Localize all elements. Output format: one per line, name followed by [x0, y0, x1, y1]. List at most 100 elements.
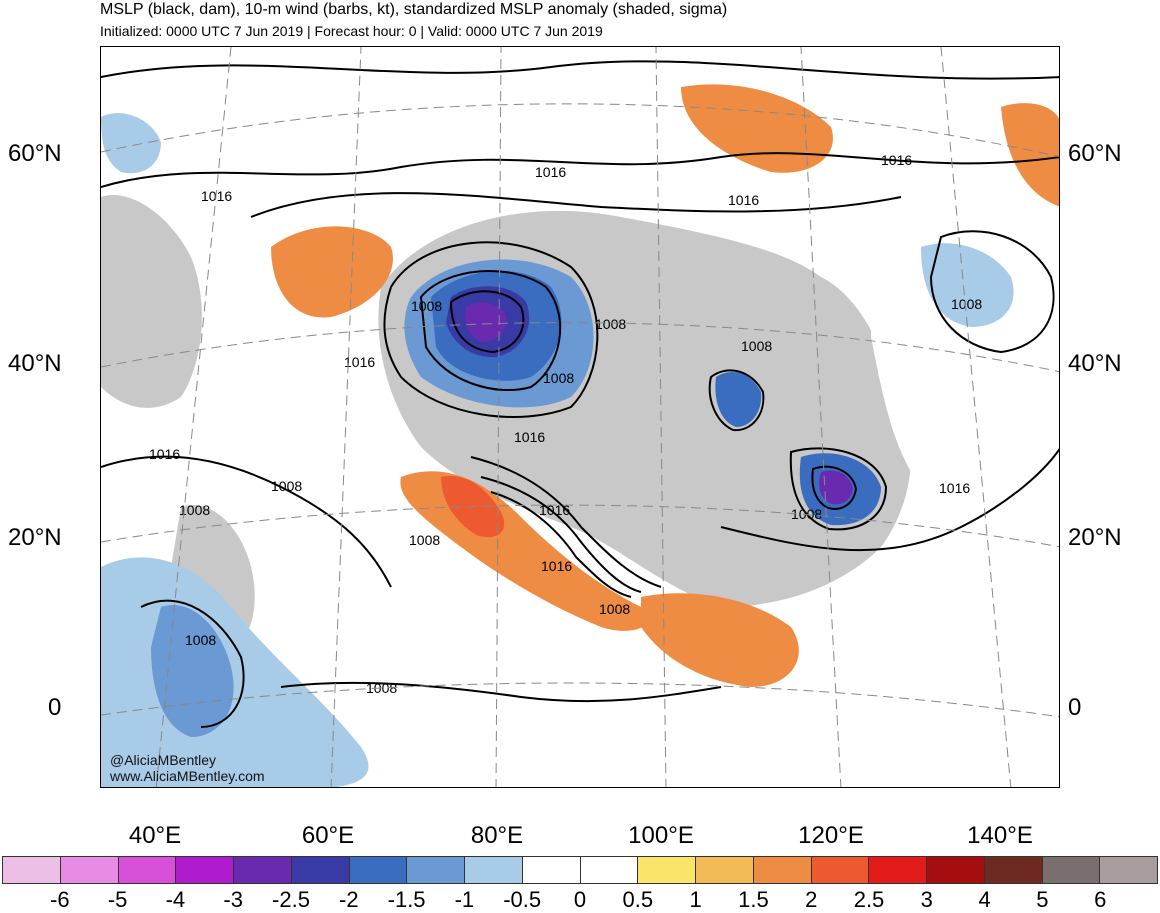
isobar-value-label: 1008 — [791, 506, 822, 522]
colorbar-tick-label: 2.5 — [853, 887, 885, 912]
lat-label-40n-left: 40°N — [8, 350, 62, 377]
isobar-value-label: 1008 — [185, 632, 216, 648]
colorbar-tick-label: -2.5 — [272, 887, 310, 912]
isobar-line — [480, 476, 642, 593]
colorbar-tick-label: -1 — [454, 887, 475, 912]
lat-label-60n-right: 60°N — [1068, 140, 1122, 167]
colorbar-swatch — [407, 857, 465, 883]
isobar-value-label: 1016 — [344, 354, 375, 370]
colorbar-tick-label: -1.5 — [387, 887, 426, 912]
lon-label-120e: 120°E — [798, 822, 864, 849]
isobar-line — [250, 192, 902, 218]
colorbar-tick-label: -2 — [339, 887, 359, 912]
lon-label-80e: 80°E — [470, 822, 524, 849]
watermark-handle: @AliciaMBentley — [110, 752, 217, 768]
isobar-line — [140, 599, 245, 728]
colorbar-swatch — [1100, 857, 1157, 883]
isobar-line — [101, 60, 1059, 80]
isobar-value-label: 1016 — [149, 446, 180, 462]
colorbar-swatch — [234, 857, 292, 883]
colorbar-tick-label: -5 — [107, 887, 128, 912]
isobar-value-label: 1008 — [409, 532, 440, 548]
lon-label-140e: 140°E — [967, 822, 1033, 849]
isobar-line — [419, 270, 562, 391]
anomaly-orange-northeast — [681, 84, 833, 173]
isobar-value-label: 1016 — [201, 188, 232, 204]
lat-label-20n-right: 20°N — [1068, 524, 1122, 551]
isobar-value-label: 1016 — [939, 480, 970, 496]
isobar-line — [383, 241, 599, 418]
colorbar-tick-label: 2 — [805, 887, 818, 912]
colorbar-swatch — [291, 857, 350, 883]
colorbar-swatch — [1042, 857, 1101, 883]
isobar-value-label: 1016 — [539, 502, 570, 518]
isobar-line — [708, 369, 765, 432]
colorbar-swatch — [811, 857, 870, 883]
colorbar — [2, 856, 1158, 884]
isobar-value-label: 1008 — [271, 478, 302, 494]
anomaly-lightblue-east — [921, 243, 1014, 327]
isobar-value-label: 1016 — [535, 164, 566, 180]
colorbar-swatch — [638, 857, 696, 883]
anomaly-white-south — [391, 657, 607, 747]
low-center-siberia-core — [465, 302, 507, 342]
colorbar-tick-label: -0.5 — [503, 887, 542, 912]
isobar-value-label: 1008 — [951, 296, 982, 312]
lat-label-eq-right: 0 — [1068, 694, 1082, 721]
isobar-line — [720, 448, 1059, 552]
isobar-value-label: 1016 — [881, 152, 912, 168]
colorbar-tick-label: 3 — [920, 887, 933, 912]
graticule — [101, 47, 1059, 787]
anomaly-orange-west — [271, 226, 393, 318]
colorbar-swatch — [465, 857, 523, 883]
isobar-value-label: 1008 — [595, 316, 626, 332]
isobar-line — [101, 455, 392, 588]
anomaly-lightblue-north — [101, 113, 161, 174]
map-panel: 1016 1016 1016 1016 1016 1016 1016 1016 … — [100, 46, 1060, 788]
colorbar-tick-label: -6 — [50, 887, 70, 912]
isobar-value-label: 1016 — [541, 558, 572, 574]
isobar-line — [449, 290, 525, 354]
colorbar-tick-label: 1 — [689, 887, 702, 912]
lon-label-100e: 100°E — [628, 822, 694, 849]
colorbar-swatch — [580, 857, 639, 883]
colorbar-swatch — [927, 857, 985, 883]
isobar-value-label: 1008 — [179, 502, 210, 518]
lon-label-40e: 40°E — [128, 822, 182, 849]
colorbar-swatch — [176, 857, 234, 883]
colorbar-swatch — [349, 857, 408, 883]
isobar-value-label: 1016 — [514, 429, 545, 445]
anomaly-orange-indochina — [641, 593, 799, 687]
isobar-group — [101, 60, 1059, 728]
low-center-manchuria — [715, 372, 762, 427]
isobar-line — [101, 152, 1059, 188]
colorbar-swatch — [118, 857, 177, 883]
isobar-value-label: 1008 — [599, 601, 630, 617]
colorbar-swatch — [60, 857, 119, 883]
colorbar-swatch — [3, 857, 61, 883]
colorbar-tick-label: 5 — [1036, 887, 1049, 912]
low-center-china-coast-core — [819, 470, 853, 505]
isobar-value-label: 1008 — [411, 298, 442, 314]
figure-subtitle: Initialized: 0000 UTC 7 Jun 2019 | Forec… — [100, 23, 603, 39]
colorbar-tick-label: 6 — [1094, 887, 1107, 912]
colorbar-swatch — [522, 857, 581, 883]
colorbar-tick-label: -3 — [223, 887, 243, 912]
colorbar-swatch — [696, 857, 754, 883]
colorbar-tick-label: -4 — [165, 887, 186, 912]
isobar-labels: 1016 1016 1016 1016 1016 1016 1016 1016 … — [149, 152, 982, 696]
lat-label-60n-left: 60°N — [8, 140, 62, 167]
anomaly-gray-west — [101, 195, 202, 408]
isobar-line — [789, 447, 888, 531]
watermark-url: www.AliciaMBentley.com — [110, 768, 265, 784]
colorbar-swatch — [984, 857, 1043, 883]
lon-label-60e: 60°E — [301, 822, 355, 849]
isobar-line — [470, 456, 662, 588]
isobar-line — [929, 230, 1055, 354]
colorbar-tick-label: 1.5 — [738, 887, 769, 912]
isobar-line — [811, 465, 858, 510]
figure-title: MSLP (black, dam), 10-m wind (barbs, kt)… — [100, 1, 728, 18]
colorbar-tick-label: 0.5 — [622, 887, 654, 912]
colorbar-swatch — [869, 857, 927, 883]
isobar-value-label: 1008 — [741, 338, 772, 354]
